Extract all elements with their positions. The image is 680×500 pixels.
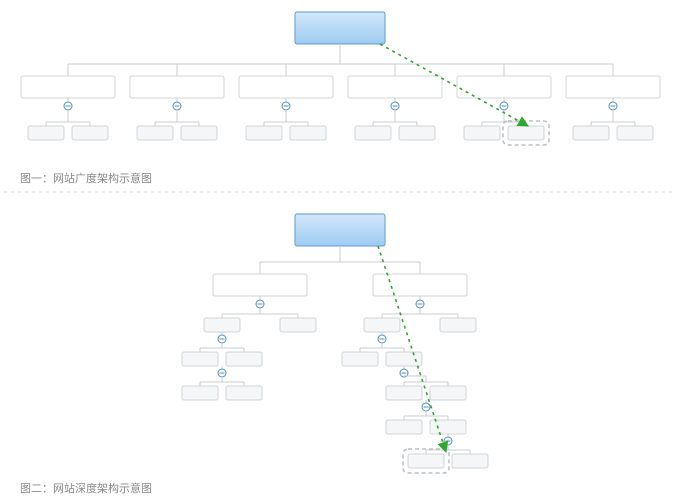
leaf-node <box>246 126 282 140</box>
leaf-node <box>464 126 500 140</box>
leaf-node <box>399 126 435 140</box>
branch-node <box>457 76 551 98</box>
leaf-node <box>430 420 466 434</box>
leaf-node <box>355 126 391 140</box>
leaf-node <box>182 386 218 400</box>
leaf-node <box>226 352 262 366</box>
branch-node <box>130 76 224 98</box>
leaf-node <box>573 126 609 140</box>
branch-node <box>348 76 442 98</box>
leaf-node <box>137 126 173 140</box>
branch-node <box>21 76 115 98</box>
branch-node <box>239 76 333 98</box>
leaf-node <box>204 318 240 332</box>
leaf-node <box>181 126 217 140</box>
leaf-node <box>386 386 422 400</box>
root-node <box>295 214 385 246</box>
leaf-node <box>452 454 488 468</box>
root-node <box>295 12 385 44</box>
leaf-node <box>72 126 108 140</box>
leaf-node <box>386 352 422 366</box>
figure-1-caption: 图一：网站广度架构示意图 <box>20 170 152 186</box>
leaf-node <box>508 126 544 140</box>
leaf-node <box>430 386 466 400</box>
branch-node <box>373 274 467 296</box>
leaf-node <box>182 352 218 366</box>
leaf-node <box>342 352 378 366</box>
leaf-node <box>440 318 476 332</box>
leaf-node <box>226 386 262 400</box>
leaf-node <box>364 318 400 332</box>
figure-2-caption: 图二：网站深度架构示意图 <box>20 480 152 496</box>
branch-node <box>213 274 307 296</box>
leaf-node <box>290 126 326 140</box>
leaf-node <box>28 126 64 140</box>
branch-node <box>566 76 660 98</box>
leaf-node <box>280 318 316 332</box>
leaf-node <box>617 126 653 140</box>
leaf-node <box>386 420 422 434</box>
leaf-node <box>408 454 444 468</box>
